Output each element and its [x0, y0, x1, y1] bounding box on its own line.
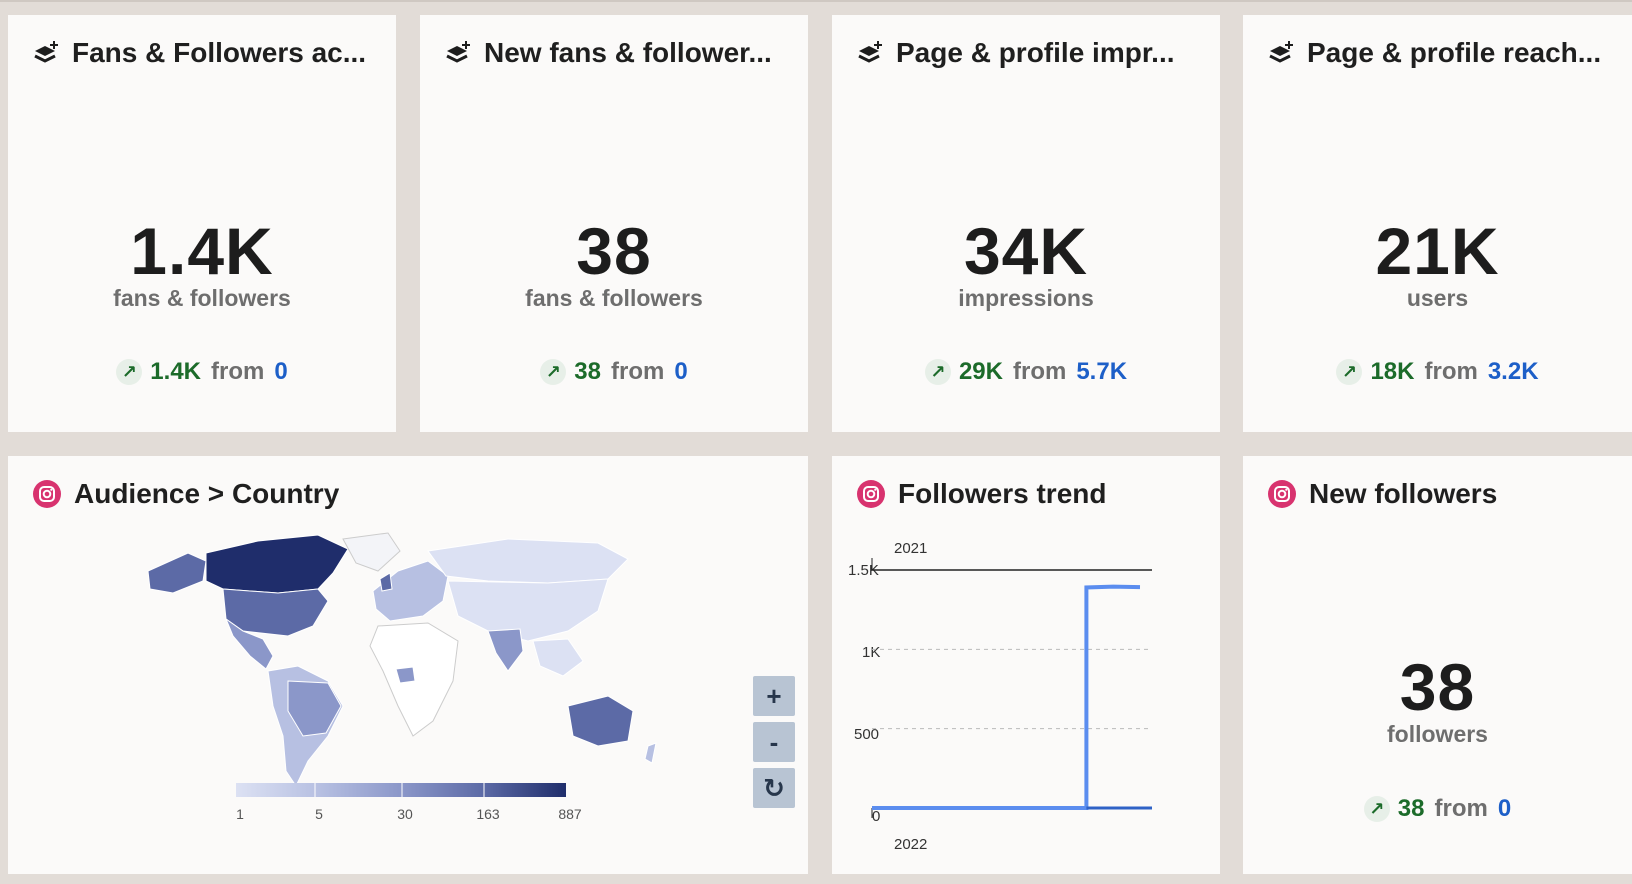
y-tick-label: 1K [862, 644, 881, 661]
map-region-new-zealand [644, 742, 657, 764]
metric-change: ↗ 1.4K from 0 [8, 358, 396, 386]
map-region-canada [205, 534, 349, 594]
metric-unit: impressions [958, 285, 1094, 311]
change-from-label: from [611, 358, 665, 385]
change-value: 1.4K [150, 358, 201, 385]
map-region-nigeria [395, 666, 416, 684]
previous-value: 5.7K [1076, 358, 1128, 385]
layers-icon [858, 41, 882, 63]
map-region-europe [372, 560, 449, 622]
metric-change: ↗ 18K from 3.2K [1243, 358, 1632, 386]
followers-trend-chart [871, 558, 1152, 818]
followers-trend-card[interactable]: Followers trend 2021 2022 1.5K 1K 500 0 [832, 456, 1220, 874]
change-value: 38 [1397, 795, 1425, 822]
legend-tick: 163 [476, 806, 500, 822]
change-from-label: from [1434, 795, 1488, 822]
kpi-card-page-profile-impressions[interactable]: Page & profile impr... 34K impressions ↗… [832, 15, 1220, 432]
top-divider [0, 0, 1632, 2]
metric-change: ↗ 38 from 0 [1243, 795, 1632, 823]
card-title: New fans & follower... [484, 37, 772, 68]
instagram-icon [33, 480, 61, 508]
metric-change: ↗ 29K from 5.7K [832, 358, 1220, 386]
card-header: Fans & Followers ac... [32, 37, 378, 69]
card-title: Audience > Country [74, 478, 340, 509]
world-choropleth-map[interactable] [128, 531, 718, 801]
followers-series-line [872, 584, 1141, 810]
change-from-label: from [1424, 358, 1478, 385]
trend-up-icon: ↗ [1336, 359, 1363, 385]
instagram-icon [857, 480, 885, 508]
map-region-mexico [224, 617, 274, 670]
legend-tick: 5 [315, 806, 323, 822]
map-region-alaska [147, 552, 207, 594]
trend-up-icon: ↗ [924, 359, 951, 385]
legend-tick: 1 [236, 806, 244, 822]
map-legend-scale [236, 783, 566, 797]
change-value: 38 [574, 358, 601, 385]
map-region-greenland [342, 532, 401, 572]
metric-value: 21K [1375, 214, 1500, 288]
metric-change: ↗ 38 from 0 [420, 358, 808, 386]
trend-up-icon: ↗ [540, 359, 567, 385]
change-value: 29K [958, 358, 1003, 385]
metric-value: 1.4K [130, 214, 274, 288]
previous-value: 0 [1497, 795, 1512, 822]
metric-unit: users [1406, 285, 1469, 311]
map-region-india [487, 628, 524, 672]
map-region-asia [447, 578, 609, 642]
metric-unit: followers [1387, 721, 1488, 747]
card-header: Page & profile impr... [856, 37, 1202, 69]
card-header: Audience > Country [32, 478, 790, 510]
metric-unit: fans & followers [525, 285, 703, 311]
new-followers-card[interactable]: New followers 38 followers ↗ 38 from 0 [1243, 456, 1632, 874]
trend-up-icon: ↗ [1363, 796, 1390, 822]
y-tick-label: 500 [854, 726, 880, 743]
card-header: New followers [1267, 478, 1614, 510]
metric-value: 38 [576, 214, 652, 288]
y-tick-label: 0 [872, 808, 881, 825]
change-value: 18K [1370, 358, 1415, 385]
layers-icon [446, 41, 470, 63]
map-region-brazil [287, 680, 342, 737]
card-title: Page & profile impr... [896, 37, 1175, 68]
legend-tick: 30 [397, 806, 413, 822]
map-region-uk [379, 572, 393, 592]
previous-value: 0 [674, 358, 688, 385]
kpi-card-page-profile-reach[interactable]: Page & profile reach... 21K users ↗ 18K … [1243, 15, 1632, 432]
map-region-australia [567, 695, 634, 747]
map-region-southeast-asia [532, 638, 584, 677]
card-header: New fans & follower... [444, 37, 790, 69]
layers-icon [1269, 41, 1293, 63]
change-from-label: from [1012, 358, 1067, 385]
metric-value: 34K [963, 214, 1089, 288]
audience-country-card[interactable]: Audience > Country [8, 456, 808, 874]
zoom-out-button[interactable]: - [753, 722, 795, 762]
metric-value: 38 [1399, 650, 1476, 724]
x-axis-bottom-label: 2022 [894, 836, 928, 853]
kpi-card-new-fans-followers[interactable]: New fans & follower... 38 fans & followe… [420, 15, 808, 432]
metric-unit: fans & followers [113, 285, 291, 311]
instagram-icon [1268, 480, 1296, 508]
map-region-russia [427, 538, 629, 584]
card-header: Page & profile reach... [1267, 37, 1614, 69]
kpi-card-fans-followers-active[interactable]: Fans & Followers ac... 1.4K fans & follo… [8, 15, 396, 432]
card-header: Followers trend [856, 478, 1202, 510]
change-from-label: from [211, 358, 265, 385]
legend-tick: 887 [558, 806, 582, 822]
card-title: New followers [1309, 478, 1498, 509]
previous-value: 3.2K [1487, 358, 1539, 385]
trend-up-icon: ↗ [116, 359, 143, 385]
y-tick-label: 1.5K [848, 562, 879, 579]
reset-view-button[interactable]: ↻ [753, 768, 795, 808]
x-axis-top-label: 2021 [894, 540, 928, 557]
card-title: Page & profile reach... [1307, 37, 1602, 68]
previous-value: 0 [274, 358, 288, 385]
layers-icon [34, 41, 58, 63]
card-title: Fans & Followers ac... [72, 37, 367, 68]
zoom-in-button[interactable]: + [753, 676, 795, 716]
